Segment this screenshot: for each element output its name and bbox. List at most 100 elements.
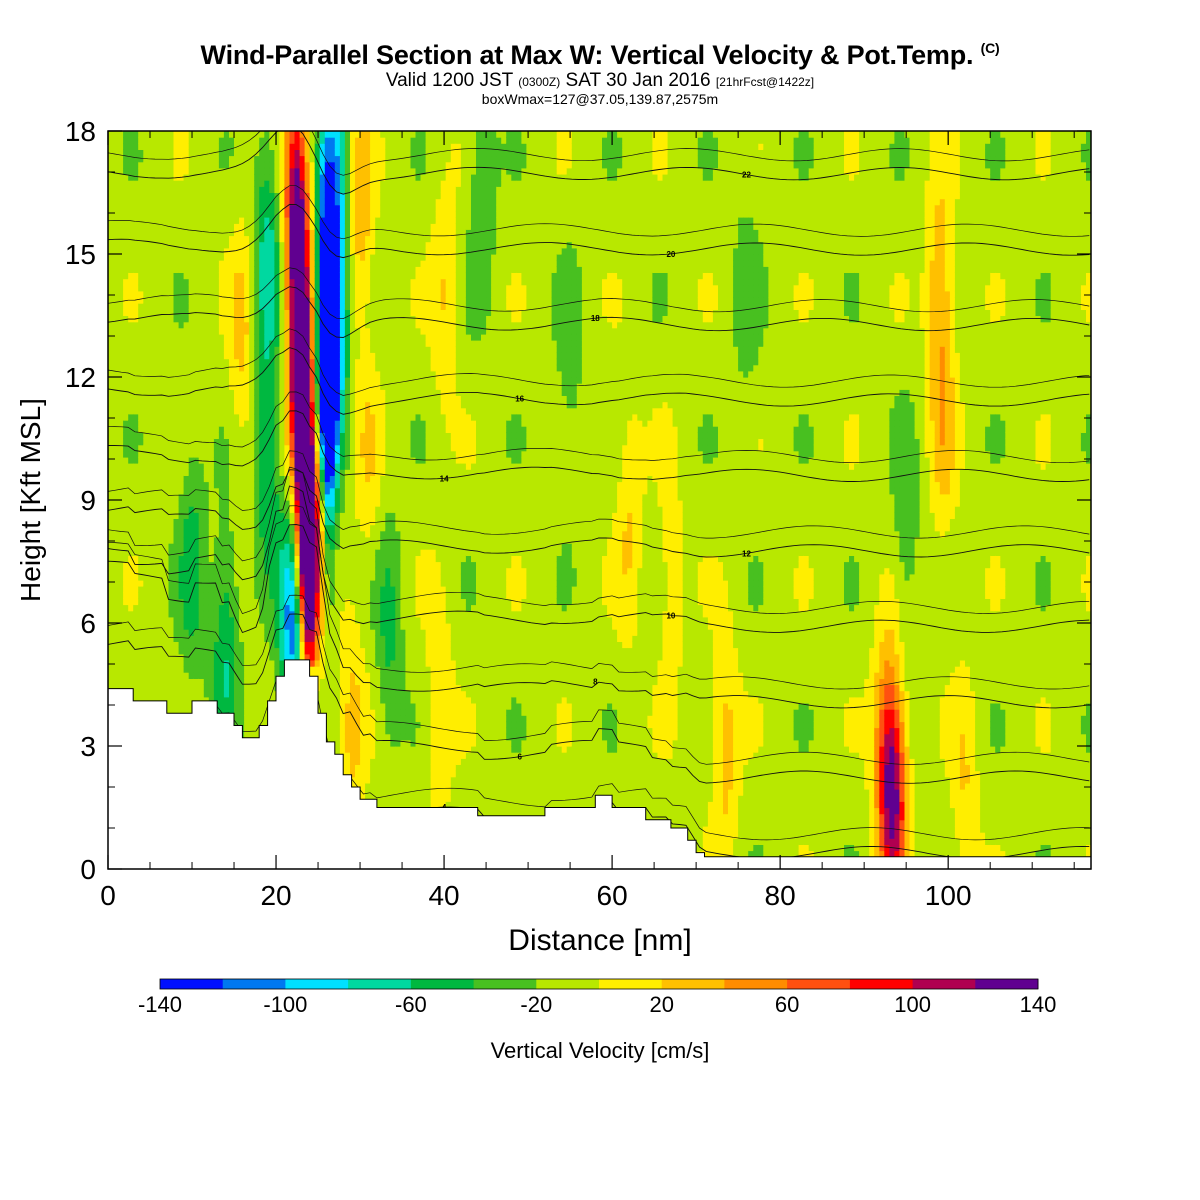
velocity-cell: [108, 205, 114, 212]
velocity-cell: [259, 242, 265, 249]
velocity-cell: [254, 641, 260, 648]
velocity-cell: [229, 426, 235, 433]
velocity-cell: [204, 494, 210, 501]
velocity-cell: [244, 180, 250, 187]
velocity-cell: [118, 439, 124, 446]
velocity-cell: [118, 309, 124, 316]
velocity-cell: [264, 678, 270, 685]
velocity-cell: [143, 328, 149, 335]
velocity-cell: [254, 328, 260, 335]
velocity-cell: [279, 469, 285, 476]
velocity-cell: [219, 377, 225, 384]
velocity-cell: [179, 482, 185, 489]
velocity-cell: [148, 592, 154, 599]
velocity-cell: [279, 525, 285, 532]
velocity-cell: [254, 691, 260, 698]
velocity-cell: [108, 168, 114, 175]
velocity-cell: [290, 605, 296, 612]
velocity-cell: [133, 463, 139, 470]
velocity-cell: [254, 346, 260, 353]
velocity-cell: [184, 617, 190, 624]
velocity-cell: [300, 365, 306, 372]
velocity-cell: [300, 543, 306, 550]
velocity-cell: [284, 193, 290, 200]
velocity-cell: [234, 266, 240, 273]
velocity-cell: [158, 623, 164, 630]
velocity-cell: [284, 420, 290, 427]
velocity-cell: [169, 402, 175, 409]
velocity-cell: [164, 389, 170, 396]
velocity-cell: [199, 395, 205, 402]
velocity-cell: [123, 272, 129, 279]
velocity-cell: [279, 568, 285, 575]
velocity-cell: [290, 445, 296, 452]
velocity-cell: [143, 272, 149, 279]
velocity-cell: [143, 377, 149, 384]
velocity-cell: [164, 635, 170, 642]
velocity-cell: [284, 223, 290, 230]
velocity-cell: [143, 685, 149, 692]
velocity-cell: [254, 500, 260, 507]
velocity-cell: [113, 457, 119, 464]
velocity-cell: [315, 592, 321, 599]
velocity-cell: [204, 303, 210, 310]
velocity-cell: [133, 654, 139, 661]
velocity-cell: [204, 439, 210, 446]
velocity-cell: [209, 635, 215, 642]
velocity-cell: [113, 291, 119, 298]
velocity-cell: [295, 598, 301, 605]
velocity-cell: [264, 414, 270, 421]
velocity-cell: [128, 420, 134, 427]
velocity-cell: [133, 359, 139, 366]
velocity-cell: [189, 260, 195, 267]
velocity-cell: [179, 506, 185, 513]
velocity-cell: [204, 328, 210, 335]
velocity-cell: [179, 512, 185, 519]
velocity-cell: [305, 629, 311, 636]
velocity-cell: [305, 334, 311, 341]
velocity-cell: [274, 414, 280, 421]
velocity-cell: [153, 334, 159, 341]
velocity-cell: [179, 291, 185, 298]
velocity-cell: [194, 180, 200, 187]
velocity-cell: [244, 543, 250, 550]
velocity-cell: [204, 377, 210, 384]
velocity-cell: [179, 432, 185, 439]
velocity-cell: [123, 180, 129, 187]
velocity-cell: [204, 162, 210, 169]
velocity-cell: [138, 543, 144, 550]
velocity-cell: [194, 463, 200, 470]
velocity-cell: [204, 537, 210, 544]
velocity-cell: [169, 254, 175, 261]
velocity-cell: [264, 469, 270, 476]
velocity-cell: [229, 488, 235, 495]
velocity-cell: [179, 629, 185, 636]
velocity-cell: [108, 475, 114, 482]
velocity-cell: [179, 635, 185, 642]
velocity-cell: [209, 420, 215, 427]
velocity-cell: [224, 685, 230, 692]
velocity-cell: [224, 223, 230, 230]
velocity-cell: [305, 285, 311, 292]
velocity-cell: [274, 568, 280, 575]
velocity-cell: [239, 641, 245, 648]
velocity-cell: [169, 334, 175, 341]
velocity-cell: [279, 254, 285, 261]
velocity-cell: [138, 272, 144, 279]
velocity-cell: [279, 193, 285, 200]
velocity-cell: [184, 635, 190, 642]
velocity-cell: [244, 199, 250, 206]
velocity-cell: [189, 236, 195, 243]
velocity-cell: [254, 494, 260, 501]
velocity-cell: [174, 346, 180, 353]
velocity-cell: [224, 697, 230, 704]
velocity-cell: [118, 291, 124, 298]
velocity-cell: [279, 143, 285, 150]
velocity-cell: [143, 500, 149, 507]
velocity-cell: [239, 285, 245, 292]
velocity-cell: [234, 635, 240, 642]
velocity-cell: [259, 494, 265, 501]
velocity-cell: [315, 611, 321, 618]
velocity-cell: [123, 389, 129, 396]
velocity-cell: [244, 598, 250, 605]
